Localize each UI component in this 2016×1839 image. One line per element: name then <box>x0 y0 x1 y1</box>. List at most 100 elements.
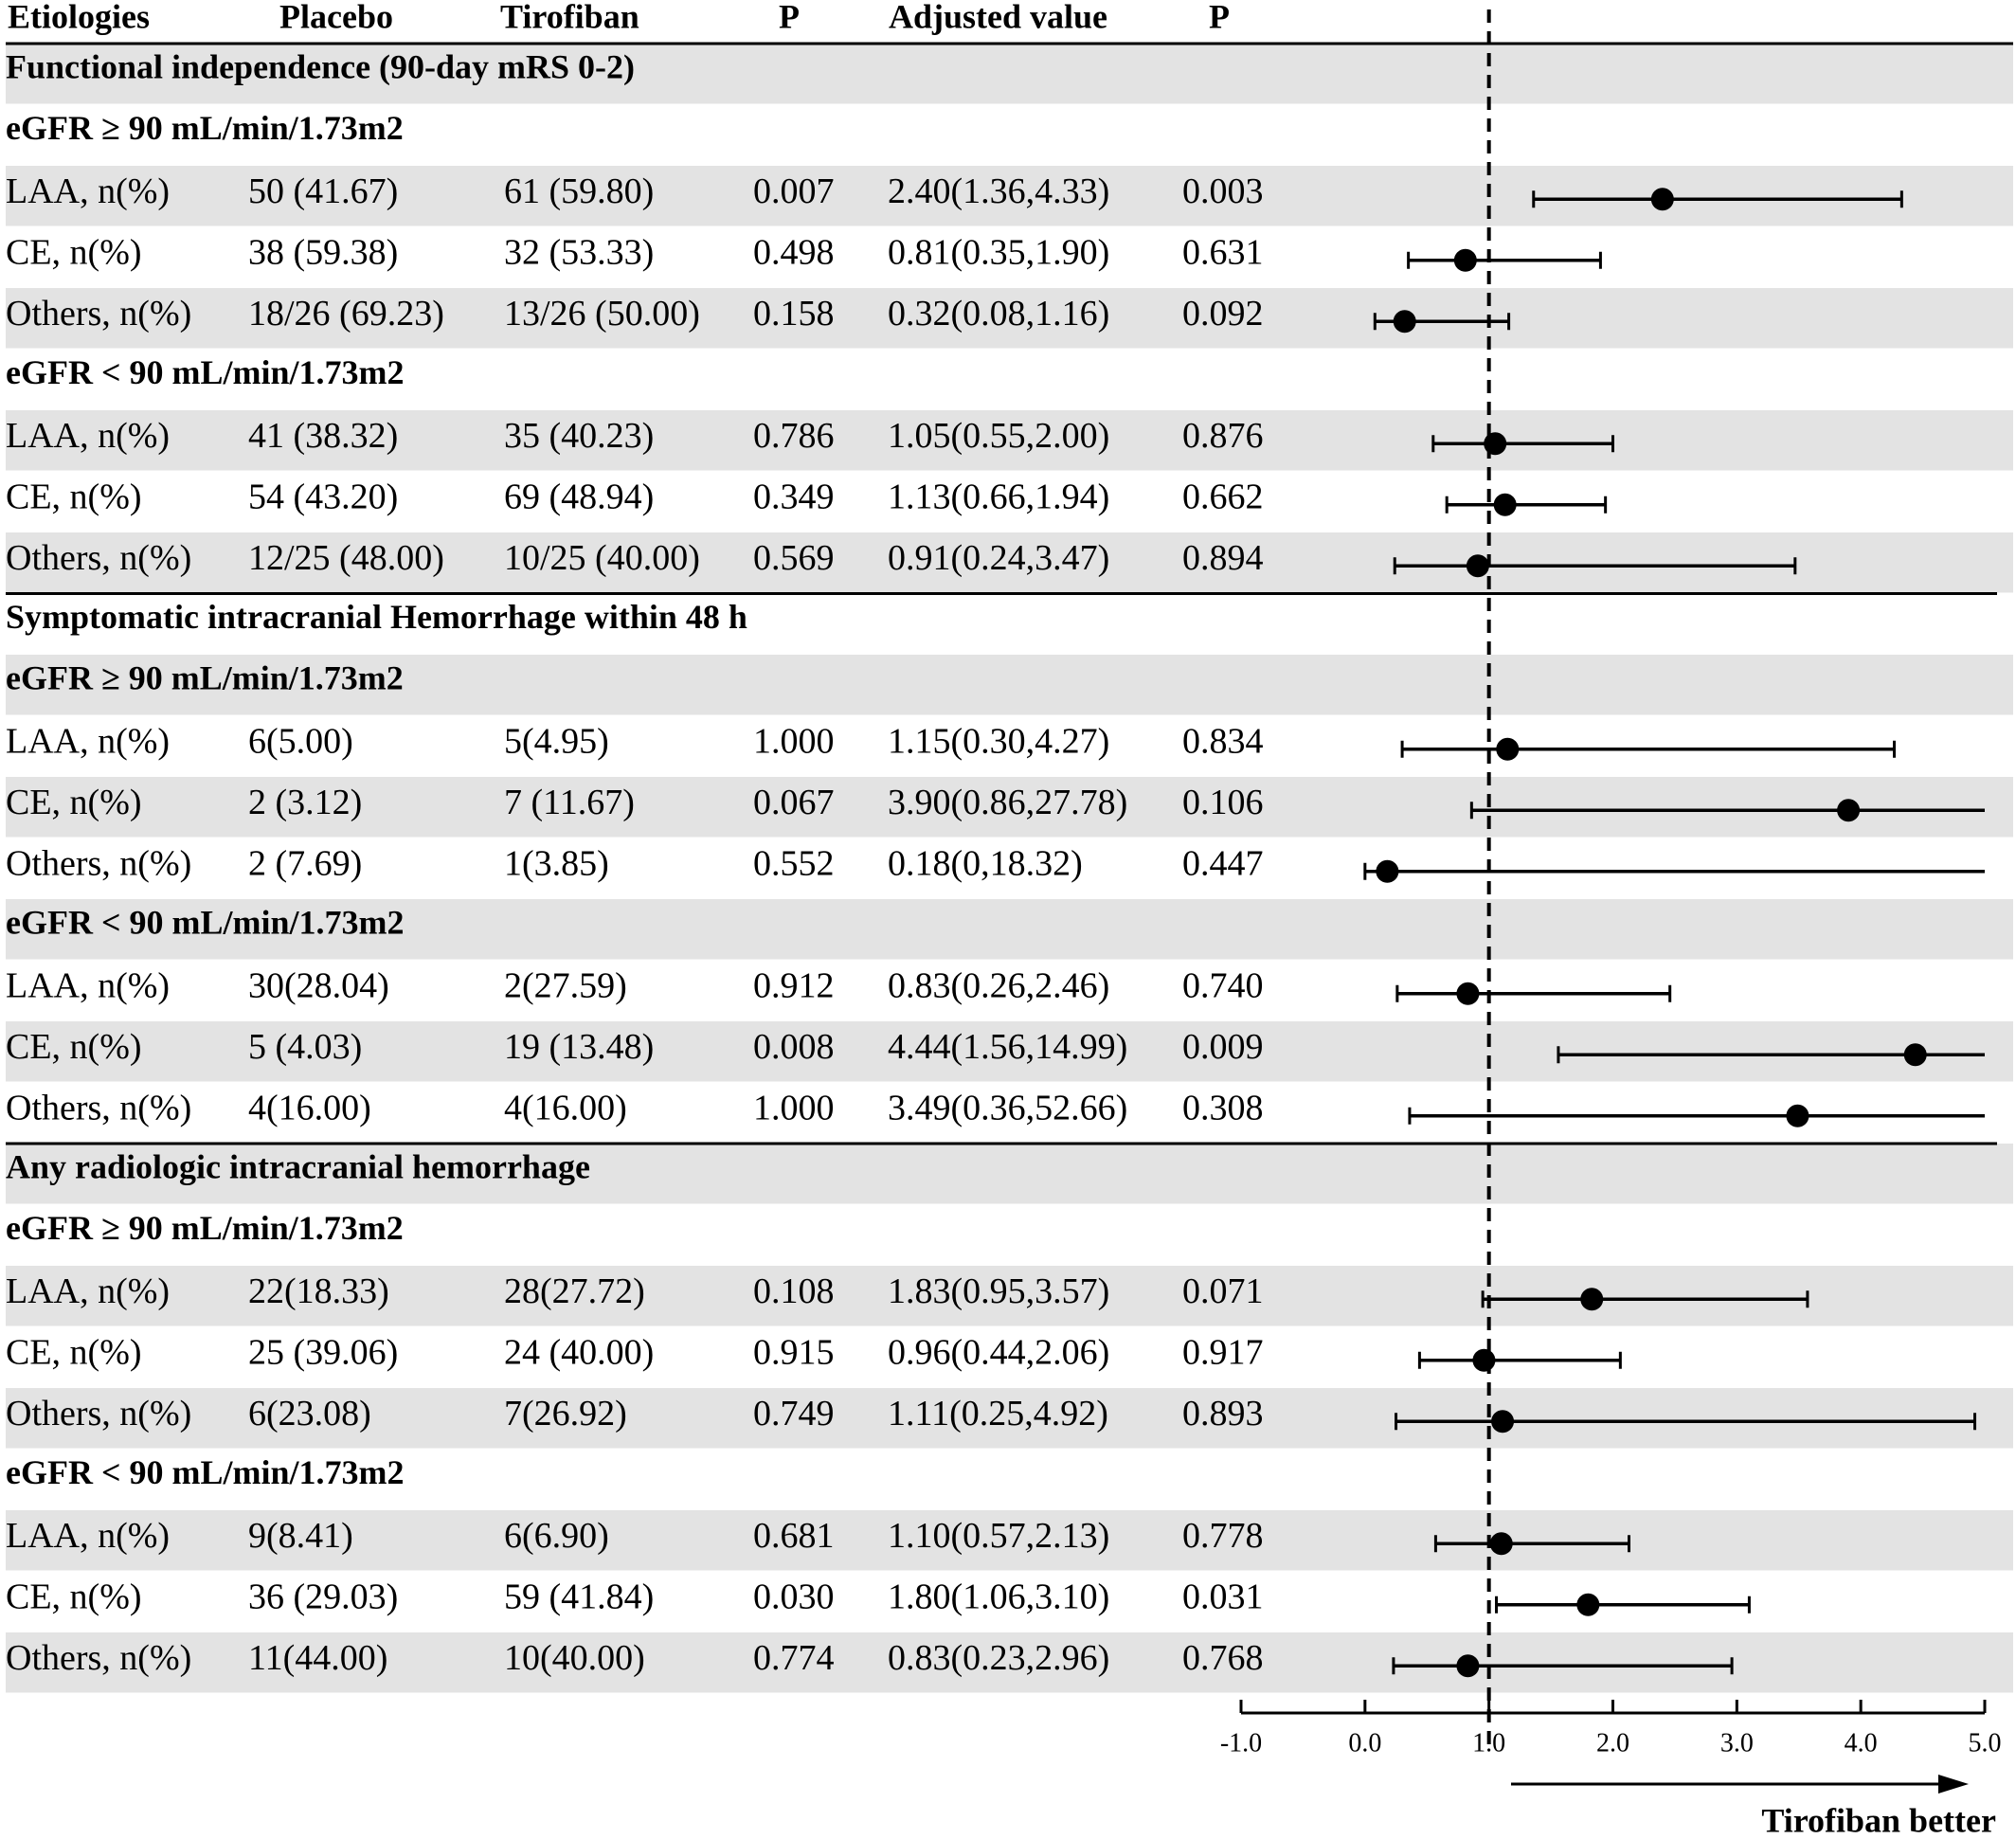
adjusted-value: 1.15(0.30,4.27) <box>888 721 1109 761</box>
etiology-label: CE, n(%) <box>6 1332 142 1372</box>
adjusted-value: 0.91(0.24,3.47) <box>888 538 1109 578</box>
section-title: Any radiologic intracranial hemorrhage <box>6 1148 590 1186</box>
adjusted-p-value: 0.876 <box>1182 416 1264 456</box>
column-header: Placebo <box>279 0 393 35</box>
x-tick-label: 5.0 <box>1969 1728 2002 1758</box>
etiology-label: Others, n(%) <box>6 1088 191 1127</box>
placebo-value: 54 (43.20) <box>248 477 398 516</box>
point-estimate <box>1650 188 1674 211</box>
etiology-label: CE, n(%) <box>6 232 142 272</box>
row-background-layer <box>6 44 2013 1693</box>
etiology-label: LAA, n(%) <box>6 965 170 1005</box>
point-estimate <box>1376 859 1399 883</box>
x-tick-label: -1.0 <box>1220 1728 1262 1758</box>
etiology-label: CE, n(%) <box>6 1577 142 1616</box>
point-estimate <box>1453 248 1477 272</box>
row-shading <box>6 1144 2013 1204</box>
etiology-label: LAA, n(%) <box>6 171 170 211</box>
adjusted-value: 1.80(1.06,3.10) <box>888 1577 1109 1616</box>
point-estimate <box>1393 310 1416 334</box>
adjusted-value: 1.83(0.95,3.57) <box>888 1271 1109 1311</box>
p-value: 0.681 <box>753 1516 835 1556</box>
placebo-value: 5 (4.03) <box>248 1027 362 1067</box>
tirofiban-value: 5(4.95) <box>504 721 609 761</box>
adjusted-value: 3.90(0.86,27.78) <box>888 783 1127 822</box>
p-value: 0.008 <box>753 1027 835 1067</box>
tirofiban-value: 2(27.59) <box>504 965 627 1005</box>
adjusted-p-value: 0.768 <box>1182 1638 1264 1678</box>
column-header: Etiologies <box>8 0 150 35</box>
p-value: 0.774 <box>753 1638 835 1678</box>
adjusted-value: 0.96(0.44,2.06) <box>888 1332 1109 1372</box>
row-shading <box>6 44 2013 104</box>
p-value: 0.349 <box>753 477 835 516</box>
row-shading <box>6 410 2013 471</box>
adjusted-p-value: 0.092 <box>1182 294 1264 334</box>
adjusted-p-value: 0.740 <box>1182 965 1264 1005</box>
point-estimate <box>1493 493 1517 516</box>
adjusted-p-value: 0.308 <box>1182 1088 1264 1127</box>
p-value: 0.569 <box>753 538 835 578</box>
etiology-label: LAA, n(%) <box>6 416 170 456</box>
tirofiban-value: 4(16.00) <box>504 1088 627 1127</box>
etiology-label: LAA, n(%) <box>6 1271 170 1311</box>
tirofiban-value: 7(26.92) <box>504 1394 627 1433</box>
point-estimate <box>1489 1532 1513 1556</box>
adjusted-p-value: 0.009 <box>1182 1027 1264 1067</box>
column-header: Adjusted value <box>889 0 1107 35</box>
p-value: 0.915 <box>753 1332 835 1372</box>
point-estimate <box>1456 982 1480 1005</box>
row-shading <box>6 166 2013 226</box>
p-value: 0.030 <box>753 1577 835 1616</box>
tirofiban-value: 10(40.00) <box>504 1638 645 1678</box>
adjusted-p-value: 0.071 <box>1182 1271 1264 1311</box>
p-value: 1.000 <box>753 1088 835 1127</box>
placebo-value: 2 (3.12) <box>248 783 362 822</box>
adjusted-value: 2.40(1.36,4.33) <box>888 171 1109 211</box>
adjusted-value: 0.18(0,18.32) <box>888 843 1083 883</box>
p-value: 0.912 <box>753 965 835 1005</box>
x-axis: -1.0 0.0 1.0 2.0 3.0 4.0 5.0 Tirofiban better <box>1220 1700 2002 1839</box>
x-tick-label: 1.0 <box>1472 1728 1505 1758</box>
x-tick-label: 2.0 <box>1596 1728 1629 1758</box>
adjusted-value: 1.10(0.57,2.13) <box>888 1516 1109 1556</box>
tirofiban-value: 28(27.72) <box>504 1271 645 1311</box>
row-shading <box>6 655 2013 715</box>
subgroup-title: eGFR ≥ 90 mL/min/1.73m2 <box>6 659 404 697</box>
adjusted-p-value: 0.031 <box>1182 1577 1264 1616</box>
arrow-label: Tirofiban better <box>1761 1801 1996 1839</box>
point-estimate <box>1837 799 1861 822</box>
adjusted-p-value: 0.003 <box>1182 171 1264 211</box>
x-tick-label: 3.0 <box>1720 1728 1754 1758</box>
placebo-value: 4(16.00) <box>248 1088 371 1127</box>
etiology-label: CE, n(%) <box>6 783 142 822</box>
column-header: P <box>779 0 800 35</box>
point-estimate <box>1576 1593 1600 1616</box>
tirofiban-value: 13/26 (50.00) <box>504 294 700 334</box>
x-tick-label: 4.0 <box>1845 1728 1878 1758</box>
tirofiban-value: 35 (40.23) <box>504 416 654 456</box>
adjusted-value: 1.05(0.55,2.00) <box>888 416 1109 456</box>
placebo-value: 25 (39.06) <box>248 1332 398 1372</box>
adjusted-value: 0.83(0.26,2.46) <box>888 965 1109 1005</box>
subgroup-title: eGFR < 90 mL/min/1.73m2 <box>6 904 405 942</box>
placebo-value: 41 (38.32) <box>248 416 398 456</box>
subgroup-title: eGFR < 90 mL/min/1.73m2 <box>6 353 405 391</box>
tirofiban-value: 6(6.90) <box>504 1516 609 1556</box>
tirofiban-value: 19 (13.48) <box>504 1027 654 1067</box>
etiology-label: Others, n(%) <box>6 294 191 334</box>
adjusted-p-value: 0.662 <box>1182 477 1264 516</box>
column-header: P <box>1209 0 1230 35</box>
p-value: 0.067 <box>753 783 835 822</box>
subgroup-title: eGFR < 90 mL/min/1.73m2 <box>6 1453 405 1491</box>
tirofiban-value: 10/25 (40.00) <box>504 538 700 578</box>
tirofiban-value: 24 (40.00) <box>504 1332 654 1372</box>
tirofiban-value: 7 (11.67) <box>504 783 635 822</box>
p-value: 0.749 <box>753 1394 835 1433</box>
row-shading <box>6 1021 2013 1082</box>
subgroup-title: eGFR ≥ 90 mL/min/1.73m2 <box>6 109 404 147</box>
placebo-value: 12/25 (48.00) <box>248 538 444 578</box>
point-estimate <box>1456 1654 1480 1678</box>
row-shading <box>6 532 2013 593</box>
placebo-value: 38 (59.38) <box>248 232 398 272</box>
